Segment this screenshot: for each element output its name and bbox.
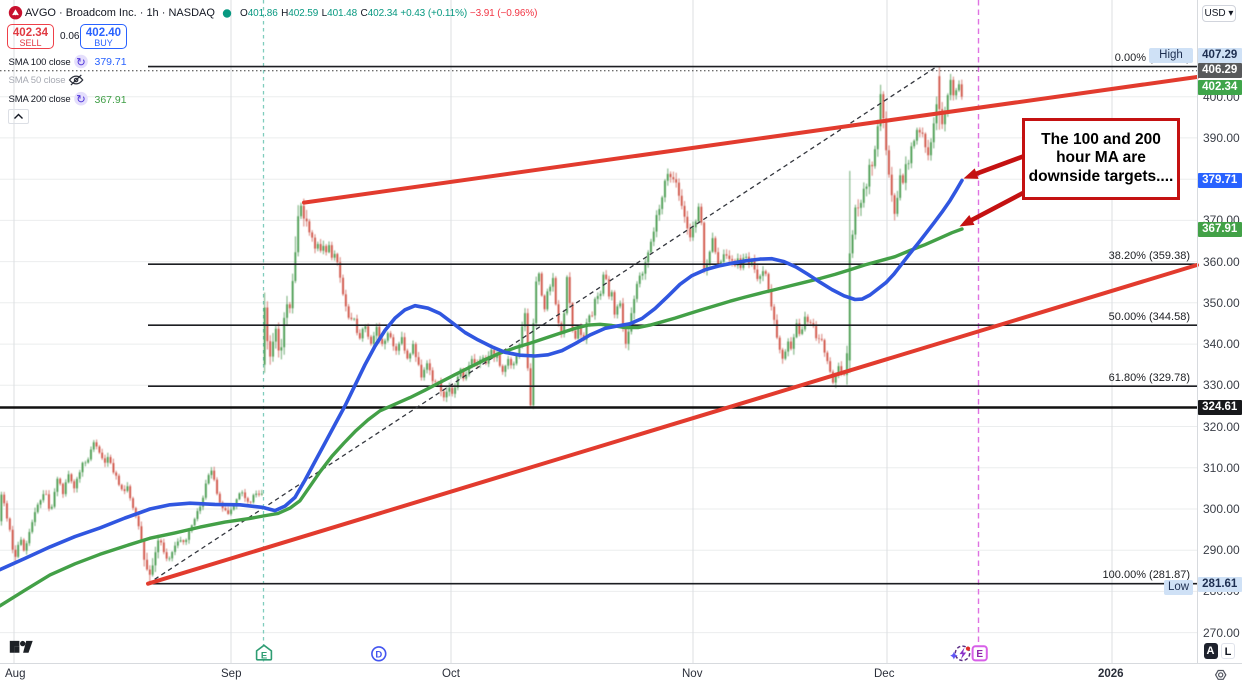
svg-text:↻: ↻ (76, 94, 86, 106)
svg-text:↻: ↻ (76, 57, 86, 69)
svg-text:E: E (261, 650, 267, 661)
svg-text:D: D (375, 650, 382, 661)
svg-text:E: E (976, 649, 983, 660)
